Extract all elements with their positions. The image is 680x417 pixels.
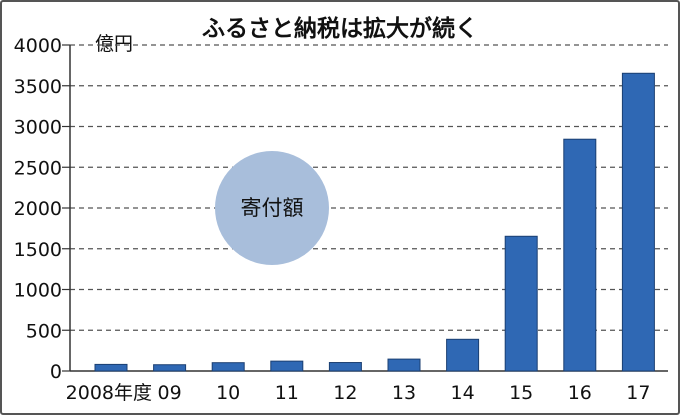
bar-09 bbox=[153, 364, 187, 372]
x-tick-label: 15 bbox=[509, 382, 533, 404]
bar-17 bbox=[621, 72, 655, 372]
y-tick-label: 3500 bbox=[14, 76, 62, 98]
bar-14 bbox=[446, 338, 480, 372]
bar-11 bbox=[270, 360, 304, 372]
x-tick-label: 13 bbox=[392, 382, 416, 404]
bar-12 bbox=[328, 362, 362, 372]
x-tick-label: 2008年度 bbox=[66, 382, 152, 404]
x-tick-label: 14 bbox=[451, 382, 475, 404]
y-tick-label: 3000 bbox=[14, 117, 62, 139]
x-tick-label: 09 bbox=[158, 382, 182, 404]
bar-13 bbox=[387, 358, 421, 372]
bar-15 bbox=[504, 235, 538, 372]
x-tick-label: 16 bbox=[568, 382, 592, 404]
y-axis-unit: 億円 bbox=[95, 33, 133, 55]
bar-16 bbox=[563, 138, 597, 372]
y-tick-label: 500 bbox=[26, 320, 62, 342]
y-tick-label: 2000 bbox=[14, 198, 62, 220]
bar-10 bbox=[211, 362, 245, 372]
y-tick-label: 1500 bbox=[14, 239, 62, 261]
legend-bubble bbox=[215, 151, 329, 265]
y-tick-label: 1000 bbox=[14, 280, 62, 302]
y-tick-label: 2500 bbox=[14, 157, 62, 179]
legend-label: 寄付額 bbox=[241, 196, 304, 220]
y-tick-label: 4000 bbox=[14, 35, 62, 57]
chart-title: ふるさと納税は拡大が続く bbox=[202, 15, 478, 42]
x-tick-label: 12 bbox=[333, 382, 357, 404]
bar-2008年度 bbox=[94, 363, 128, 372]
x-tick-label: 11 bbox=[275, 382, 299, 404]
x-tick-label: 17 bbox=[626, 382, 650, 404]
x-tick-label: 10 bbox=[216, 382, 240, 404]
y-tick-label: 0 bbox=[50, 361, 62, 383]
